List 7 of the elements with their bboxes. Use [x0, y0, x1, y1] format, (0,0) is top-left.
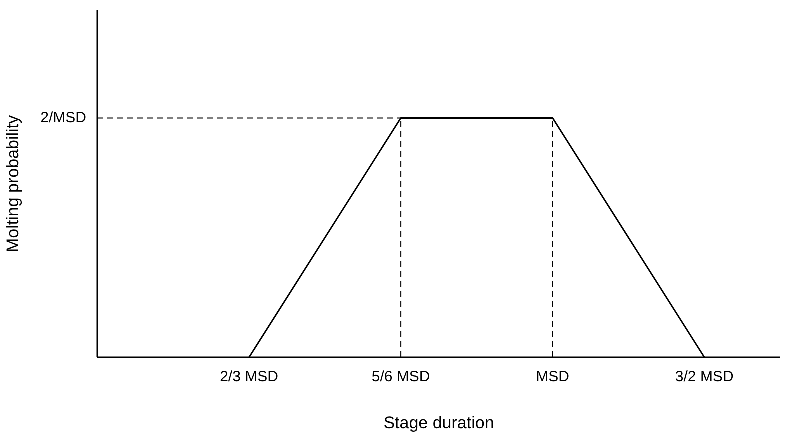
- x-tick-label: 2/3 MSD: [220, 368, 279, 386]
- x-axis-title: Stage duration: [384, 414, 494, 432]
- ref-line-label: 2/MSD: [40, 110, 87, 127]
- y-axis-title: Molting probability: [4, 114, 23, 253]
- x-tick-label: MSD: [536, 368, 570, 386]
- x-tick-label: 3/2 MSD: [675, 368, 734, 386]
- x-tick-label: 5/6 MSD: [372, 368, 430, 386]
